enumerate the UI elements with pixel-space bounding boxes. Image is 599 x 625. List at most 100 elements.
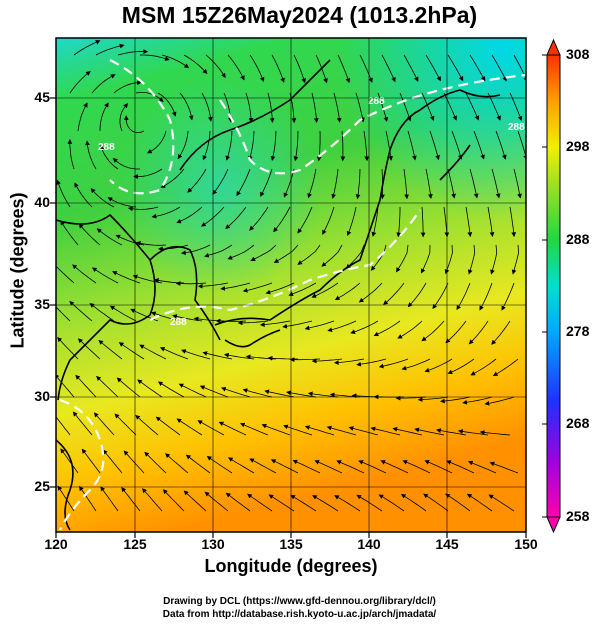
colorbar-tick-label: 268 [566, 415, 590, 431]
streamline [227, 244, 255, 260]
streamline [358, 460, 387, 474]
streamline [443, 92, 457, 121]
streamline [425, 54, 441, 82]
colorbar-max-arrow [546, 38, 561, 56]
streamline [204, 491, 229, 512]
streamline [340, 130, 346, 162]
streamline [91, 74, 116, 94]
streamline [420, 244, 431, 274]
streamline [445, 320, 467, 344]
streamline [81, 448, 101, 474]
streamline [403, 168, 410, 200]
lat-tick-label: 40 [34, 194, 50, 210]
streamline [180, 244, 211, 256]
streamline [150, 311, 181, 322]
streamline [491, 320, 511, 345]
streamline [373, 320, 401, 337]
map-title: MSM 15Z26May2024 (1013.2hPa) [121, 2, 478, 28]
streamline [177, 130, 189, 160]
streamline [135, 240, 167, 246]
streamline [157, 381, 185, 398]
streamline [197, 282, 229, 289]
streamline [345, 244, 365, 269]
streamline [204, 244, 233, 258]
streamline [91, 267, 119, 284]
streamline [363, 130, 370, 162]
streamline [268, 494, 295, 512]
streamline [465, 92, 480, 121]
lon-tick-label: 120 [44, 536, 68, 552]
streamline [288, 282, 317, 297]
colorbar-tick-label: 298 [566, 138, 590, 154]
streamline [467, 460, 497, 474]
streamline [60, 220, 79, 246]
streamline [501, 282, 515, 311]
streamline [98, 339, 123, 360]
streamline [479, 282, 493, 311]
streamline [424, 460, 453, 474]
streamline [56, 410, 71, 436]
credit-drawing: Drawing by DCL (https://www.gfd-dennou.o… [163, 596, 436, 607]
lon-tick-label: 145 [435, 536, 459, 552]
streamline [417, 396, 449, 402]
streamline [334, 282, 361, 300]
streamline [407, 282, 427, 308]
streamline [462, 396, 493, 405]
streamline [333, 358, 365, 365]
streamline [144, 451, 167, 474]
streamline [201, 206, 225, 227]
streamline [297, 206, 313, 234]
streamline [121, 487, 141, 512]
streamline [114, 413, 137, 436]
streamline [161, 54, 190, 69]
streamline [396, 244, 409, 273]
streamline [396, 207, 402, 238]
streamline [492, 358, 519, 376]
streamline [286, 390, 317, 398]
contour-labels: 288 288 288 288 [98, 96, 525, 328]
streamline [356, 358, 387, 367]
streamline [397, 320, 423, 339]
streamline [183, 54, 208, 75]
streamline [157, 92, 177, 117]
streamline [212, 168, 229, 195]
streamline [370, 244, 387, 271]
streamline [470, 358, 497, 376]
streamline [378, 358, 409, 369]
streamline [447, 168, 456, 199]
streamline [123, 115, 145, 134]
streamline [183, 490, 207, 512]
colorbar-tick-label: 308 [566, 46, 590, 62]
streamline [259, 320, 291, 327]
streamline [197, 420, 225, 436]
graticule [56, 38, 526, 532]
streamline [221, 386, 251, 398]
streamline [293, 130, 299, 162]
streamline [290, 494, 317, 512]
streamline [273, 206, 291, 233]
streamline [249, 206, 269, 231]
lon-tick-label: 140 [357, 536, 381, 552]
lat-tick-label: 45 [34, 89, 50, 105]
streamline [377, 92, 389, 123]
streamline [185, 454, 211, 474]
colorbar-tick-label: 288 [566, 231, 590, 247]
streamline [311, 358, 343, 364]
streamline [292, 459, 321, 474]
streamline [355, 92, 365, 123]
streamline [201, 92, 213, 122]
streamline [446, 460, 475, 474]
streamline [283, 168, 295, 198]
streamline [451, 130, 463, 160]
streamline [176, 418, 203, 436]
streamline [491, 54, 507, 82]
streamline [77, 102, 88, 132]
colorbar-tick-label: 278 [566, 323, 590, 339]
streamline [116, 377, 141, 398]
streamline [236, 168, 251, 197]
streamline [85, 140, 97, 170]
streamline [75, 374, 97, 398]
streamline [465, 206, 473, 238]
streamline [322, 206, 335, 235]
streamline [282, 320, 313, 329]
